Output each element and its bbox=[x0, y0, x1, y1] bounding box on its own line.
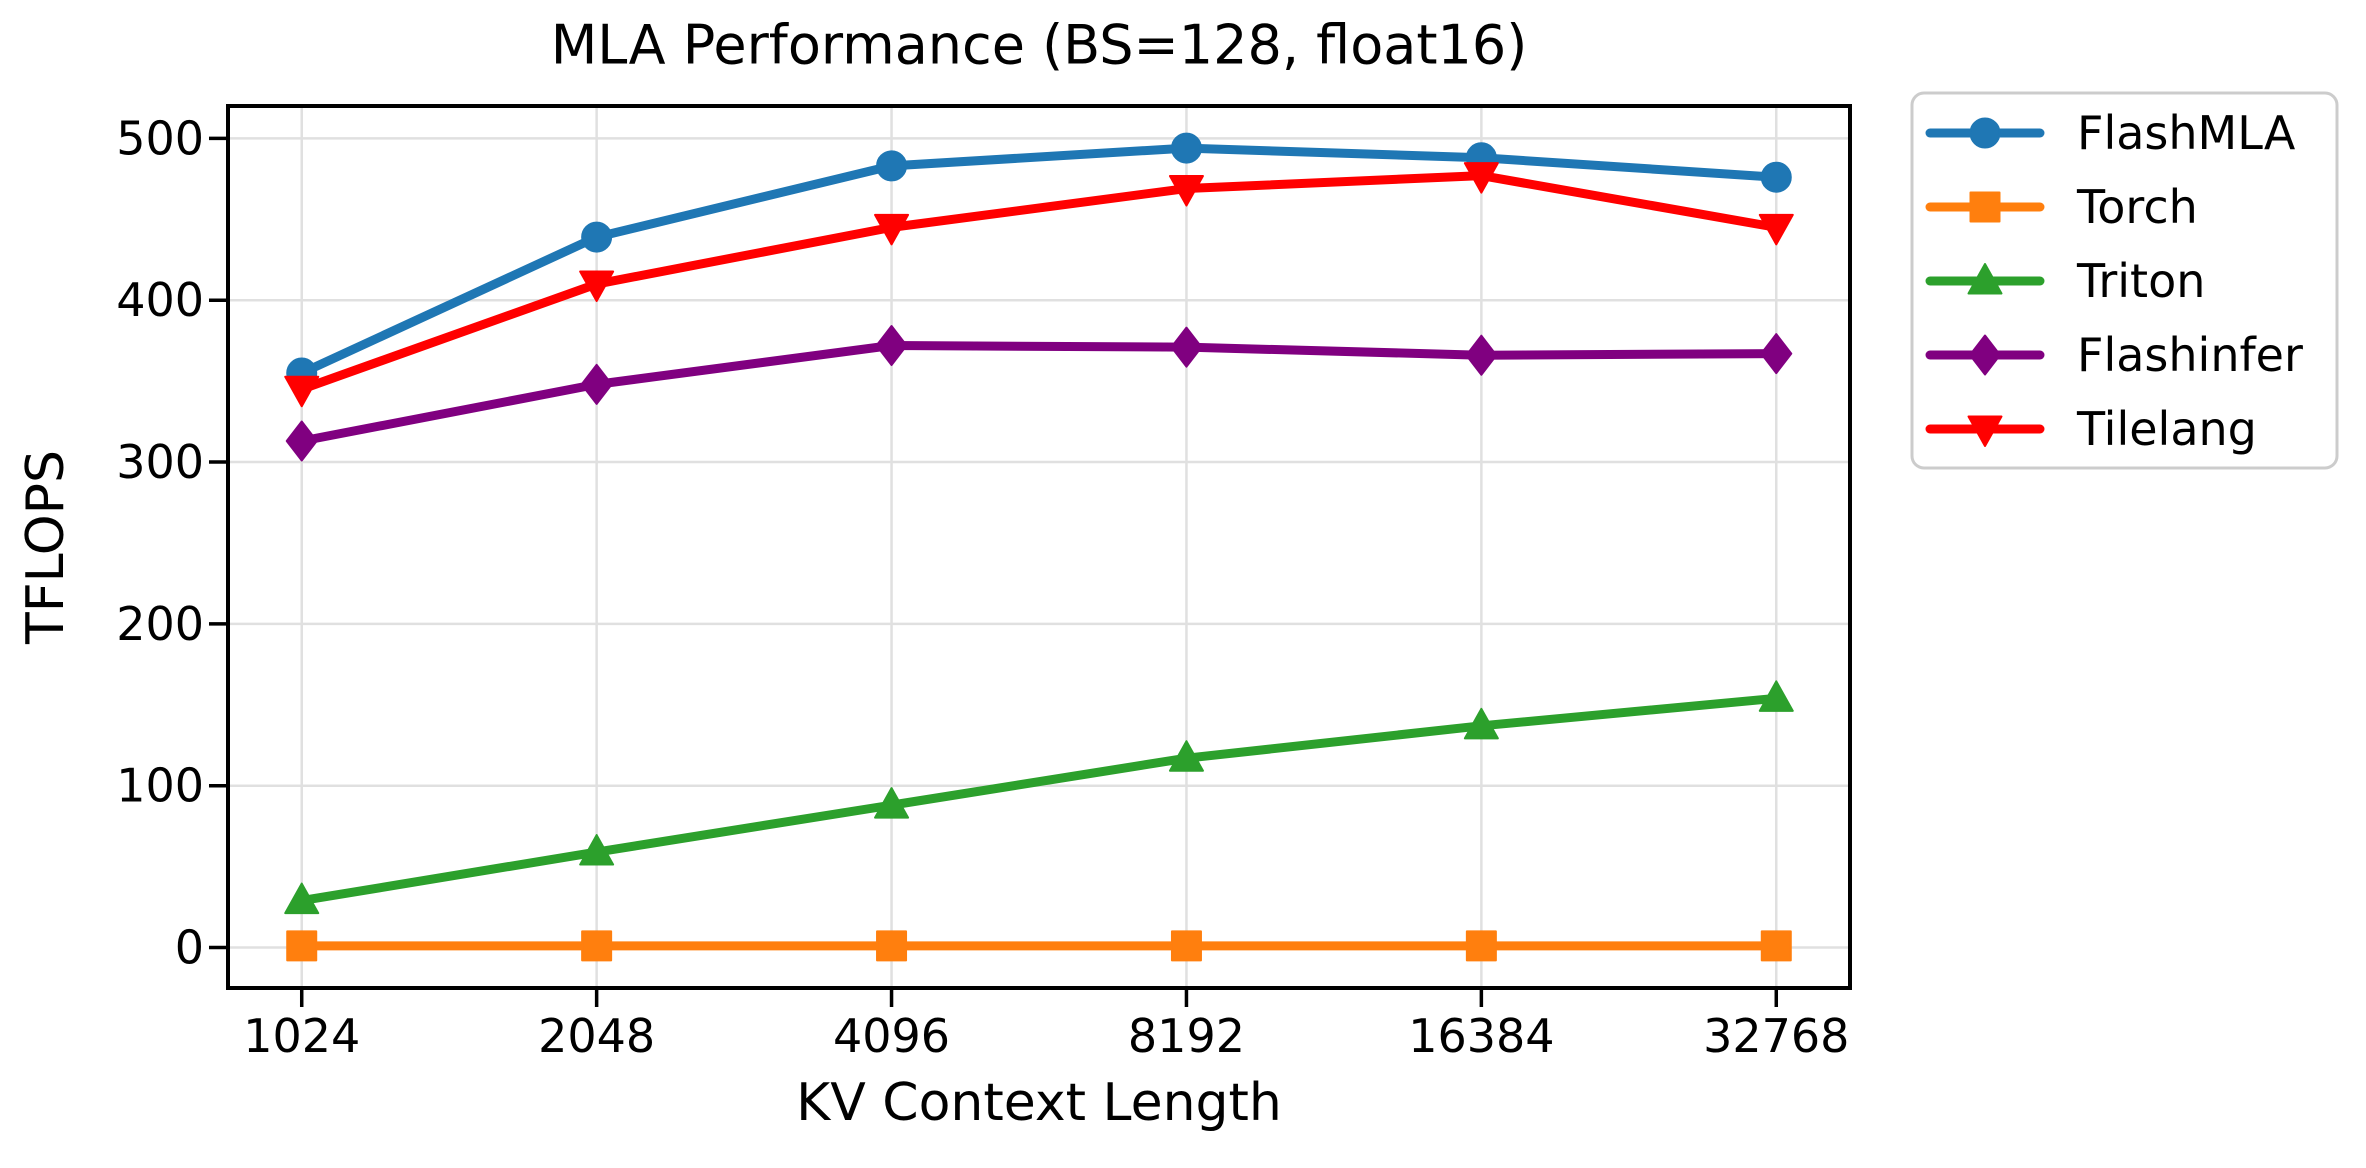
x-tick-label-32768: 32768 bbox=[1703, 1009, 1849, 1063]
legend-label-flashmla: FlashMLA bbox=[2077, 106, 2296, 160]
x-axis-label: KV Context Length bbox=[796, 1073, 1282, 1133]
x-tick-label-8192: 8192 bbox=[1128, 1009, 1245, 1063]
series-flashmla-point-2048 bbox=[581, 221, 613, 253]
series-flashmla-point-8192 bbox=[1170, 132, 1202, 164]
y-tick-label-100: 100 bbox=[116, 759, 204, 813]
series-triton bbox=[284, 680, 1794, 915]
y-tick-label-200: 200 bbox=[116, 597, 204, 651]
legend-item-torch: Torch bbox=[1925, 180, 2198, 234]
series-tilelang-point-16384 bbox=[1463, 162, 1499, 194]
plot-frame bbox=[226, 104, 1852, 990]
series-lines bbox=[284, 132, 1794, 962]
series-triton-point-16384 bbox=[1463, 707, 1499, 740]
series-flashmla-point-32768 bbox=[1760, 161, 1792, 193]
series-torch bbox=[286, 930, 1792, 962]
series-triton-point-4096 bbox=[874, 787, 910, 819]
legend-item-tilelang: Tilelang bbox=[1925, 402, 2257, 456]
series-torch-point-16384 bbox=[1465, 930, 1497, 962]
x-tick-label-1024: 1024 bbox=[243, 1009, 360, 1063]
legend-marker-diamond bbox=[1969, 334, 2001, 376]
series-tilelang-point-1024 bbox=[284, 375, 320, 408]
series-tilelang-point-32768 bbox=[1758, 213, 1794, 246]
legend: FlashMLA Torch Triton Flashinfer Tilelang bbox=[1910, 91, 2339, 470]
legend-box bbox=[1910, 91, 2339, 470]
legend-item-triton: Triton bbox=[1925, 254, 2205, 308]
legend-label-torch: Torch bbox=[2076, 180, 2198, 234]
series-flashinfer-point-1024 bbox=[285, 420, 318, 462]
series-tilelang-point-2048 bbox=[579, 270, 615, 303]
series-tilelang-point-8192 bbox=[1168, 175, 1204, 207]
y-tick-label-500: 500 bbox=[116, 111, 204, 165]
y-axis-label: TFLOPS bbox=[16, 450, 76, 645]
series-torch-point-8192 bbox=[1170, 930, 1202, 962]
x-tick-label-4096: 4096 bbox=[833, 1009, 950, 1063]
x-tick-label-16384: 16384 bbox=[1408, 1009, 1554, 1063]
legend-marker-circle bbox=[1969, 117, 2001, 149]
gridlines bbox=[228, 106, 1850, 988]
legend-label-triton: Triton bbox=[2076, 254, 2205, 308]
series-flashinfer-point-4096 bbox=[875, 325, 908, 367]
series-triton-line bbox=[297, 693, 1781, 906]
series-tilelang-line bbox=[297, 171, 1781, 394]
axis-ticks: 1024 2048 4096 8192 16384 32768 0 100 200 300 400 5… bbox=[116, 111, 1849, 1063]
y-tick-label-400: 400 bbox=[116, 273, 204, 327]
legend-label-tilelang: Tilelang bbox=[2076, 402, 2257, 456]
series-torch-point-1024 bbox=[286, 930, 318, 962]
y-tick-label-0: 0 bbox=[175, 921, 204, 975]
series-torch-point-4096 bbox=[876, 930, 908, 962]
series-flashmla-point-4096 bbox=[876, 150, 908, 182]
series-triton-point-1024 bbox=[284, 882, 320, 915]
series-flashinfer-point-2048 bbox=[580, 363, 613, 405]
series-flashinfer-point-16384 bbox=[1465, 334, 1498, 376]
legend-marker-triangle-up bbox=[1967, 263, 2003, 295]
series-tilelang-point-4096 bbox=[874, 213, 910, 246]
legend-marker-triangle-down bbox=[1967, 415, 2003, 447]
x-tick-label-2048: 2048 bbox=[538, 1009, 655, 1063]
series-triton-point-32768 bbox=[1758, 680, 1794, 712]
legend-marker-square bbox=[1969, 191, 2001, 223]
series-triton-point-2048 bbox=[579, 834, 615, 866]
series-flashmla-line bbox=[297, 143, 1781, 378]
series-torch-point-2048 bbox=[581, 930, 613, 962]
y-tick-label-300: 300 bbox=[116, 435, 204, 489]
legend-item-flashmla: FlashMLA bbox=[1925, 106, 2296, 160]
series-tilelang bbox=[284, 162, 1794, 408]
series-flashinfer-point-32768 bbox=[1760, 333, 1793, 375]
legend-label-flashinfer: Flashinfer bbox=[2077, 328, 2303, 382]
chart-title: MLA Performance (BS=128, float16) bbox=[551, 14, 1528, 77]
legend-item-flashinfer: Flashinfer bbox=[1925, 328, 2303, 382]
series-flashinfer-line bbox=[297, 341, 1781, 446]
series-triton-point-8192 bbox=[1168, 740, 1204, 772]
series-flashinfer bbox=[285, 325, 1793, 462]
series-flashinfer-point-8192 bbox=[1170, 326, 1203, 368]
series-torch-point-32768 bbox=[1760, 930, 1792, 962]
